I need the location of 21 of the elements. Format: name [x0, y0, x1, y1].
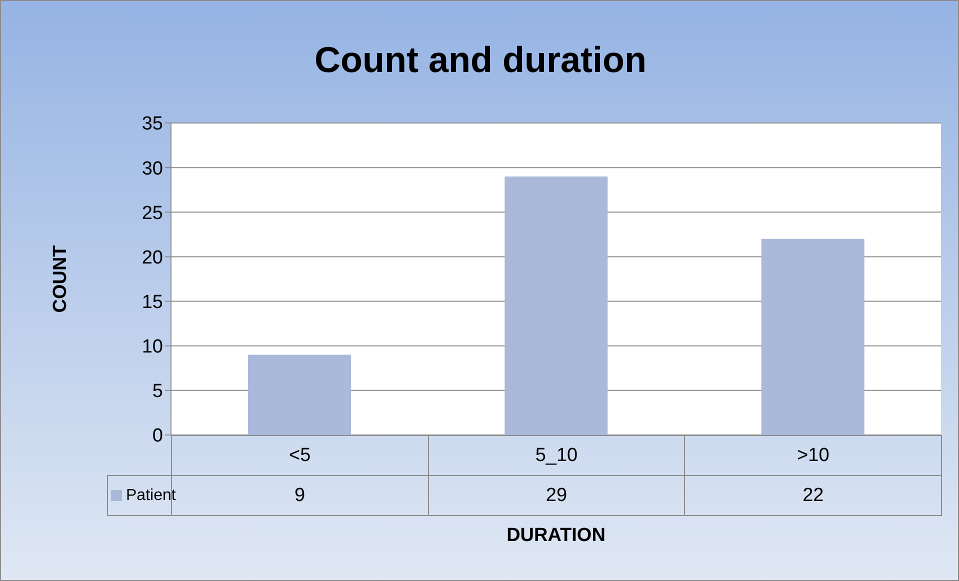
x-tick-label: <5 [171, 435, 429, 476]
data-label: 29 [428, 475, 686, 516]
y-axis-title: COUNT [50, 245, 72, 313]
y-tick-label: 25 [142, 202, 163, 224]
data-label: 9 [294, 484, 306, 506]
x-tick-label: 5_10 [428, 435, 686, 476]
legend-label: Patient [125, 486, 176, 506]
x-tick-label: >10 [684, 435, 942, 476]
y-tick-label: 0 [152, 426, 163, 447]
y-tick-label: 10 [142, 336, 163, 358]
x-axis-title: DURATION [506, 525, 606, 547]
bar [761, 238, 864, 435]
y-tick-label: 35 [142, 114, 163, 135]
y-tick-label: 20 [142, 247, 163, 268]
bar [248, 354, 351, 435]
y-tick-label: 15 [142, 292, 163, 314]
y-tick-label: 5 [152, 381, 163, 402]
y-tick-label: 30 [142, 158, 163, 180]
chart-title: Count and duration [314, 39, 648, 81]
bar [504, 176, 608, 435]
data-label: 22 [684, 475, 942, 516]
